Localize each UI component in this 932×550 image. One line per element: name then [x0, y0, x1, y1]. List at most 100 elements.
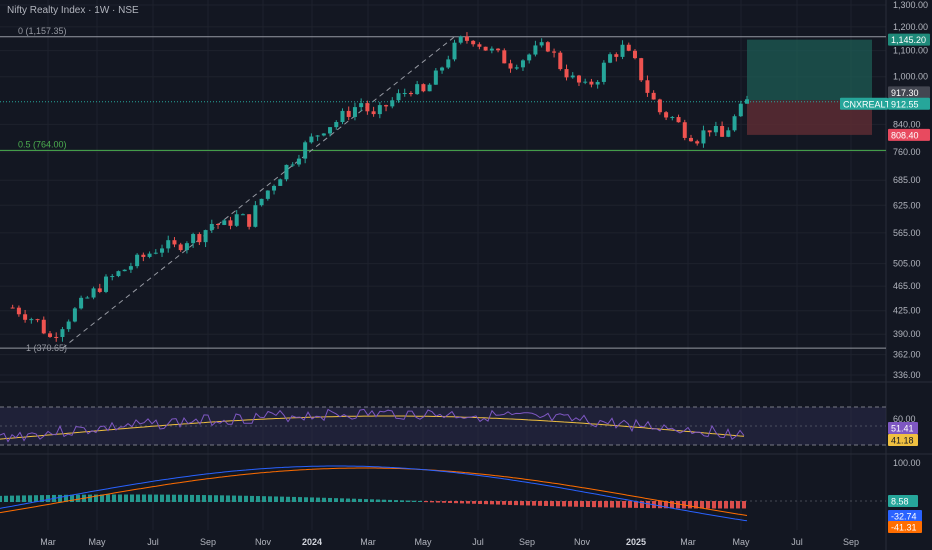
- candle-up: [79, 297, 84, 309]
- macd-pane[interactable]: 100.00: [0, 458, 921, 522]
- macd-histogram-bar: [316, 497, 320, 502]
- rsi-ma-badge-text: 41.18: [891, 436, 914, 446]
- macd-histogram-bar: [130, 494, 134, 502]
- macd-histogram-bar: [370, 499, 374, 502]
- price-axis[interactable]: 1,300.00 1,200.00 1,100.00 1,000.00 840.00 76…: [893, 0, 928, 380]
- symbol-title: Nifty Realty Index · 1W · NSE: [7, 5, 139, 16]
- macd-histogram-bar: [448, 501, 452, 503]
- candle-down: [496, 48, 501, 51]
- macd-histogram-bar: [22, 495, 26, 502]
- candle-down: [247, 214, 252, 227]
- candle-up: [191, 234, 196, 244]
- candle-up: [259, 198, 264, 206]
- price-tick-label: 685.00: [893, 175, 921, 185]
- macd-histogram-bar: [280, 496, 284, 502]
- macd-histogram-bar: [418, 500, 422, 502]
- macd-histogram-bar: [58, 494, 62, 502]
- macd-histogram-bar: [664, 501, 668, 509]
- candle-down: [228, 220, 233, 226]
- candle-down: [16, 307, 21, 315]
- macd-histogram-bar: [106, 494, 110, 502]
- candle-up: [160, 248, 165, 253]
- candle-up: [713, 126, 718, 133]
- macd-histogram-bar: [640, 501, 644, 508]
- macd-histogram-bar: [142, 494, 146, 502]
- macd-histogram-bar: [670, 501, 674, 509]
- stop-price-badge-text: 808.40: [891, 130, 919, 140]
- price-tick-label: 336.00: [893, 370, 921, 380]
- macd-histogram-bar: [70, 494, 74, 502]
- macd-histogram-bar: [592, 501, 596, 508]
- candle-down: [346, 110, 351, 117]
- price-tick-label: 1,100.00: [893, 46, 928, 56]
- macd-histogram-bar: [646, 501, 650, 509]
- macd-histogram-bar: [334, 498, 338, 502]
- stop-price-badge: 808.40: [888, 128, 930, 141]
- macd-histogram-bar: [346, 498, 350, 502]
- candle-down: [657, 99, 662, 113]
- fib-trend-line[interactable]: [62, 36, 455, 349]
- macd-histogram-badge-bg: [888, 495, 918, 507]
- candle-down: [421, 84, 426, 92]
- time-axis-label: Jul: [147, 537, 159, 547]
- time-axis-label: May: [732, 537, 750, 547]
- macd-histogram-bar: [154, 494, 158, 502]
- candle-up: [153, 252, 158, 254]
- macd-line: [0, 465, 748, 522]
- macd-histogram-bar: [676, 501, 680, 509]
- candle-up: [29, 319, 34, 321]
- candle-up: [85, 297, 90, 299]
- candles: [10, 32, 749, 342]
- candle-down: [632, 50, 637, 59]
- macd-value-badge-text: -32.74: [891, 512, 917, 522]
- macd-histogram-bar: [262, 496, 266, 502]
- rsi-line: [0, 408, 745, 443]
- candle-up: [601, 62, 606, 82]
- macd-histogram-bar: [406, 500, 410, 502]
- candle-down: [707, 130, 712, 133]
- time-axis-label: May: [414, 537, 432, 547]
- macd-histogram-bar: [610, 501, 614, 508]
- macd-histogram-bar: [628, 501, 632, 508]
- candle-up: [377, 105, 382, 115]
- macd-histogram-bar: [622, 501, 626, 508]
- time-axis-label: 2025: [626, 537, 646, 547]
- candle-up: [116, 271, 121, 277]
- candle-up: [440, 67, 445, 71]
- candle-up: [415, 84, 420, 95]
- candle-up: [514, 67, 519, 69]
- price-tick-label: 565.00: [893, 228, 921, 238]
- time-axis[interactable]: Mar May Jul Sep Nov 2024 Mar May Jul Sep Nov 2025 Ma…: [40, 537, 859, 547]
- candle-up: [122, 269, 127, 272]
- candle-up: [446, 59, 451, 68]
- macd-histogram-bar: [202, 495, 206, 502]
- macd-histogram-bar: [460, 501, 464, 504]
- symbol-badge-text: CNXREALTY: [843, 99, 896, 109]
- price-tick-label: 1,200.00: [893, 22, 928, 32]
- macd-histogram-bar: [688, 501, 692, 509]
- rsi-pane[interactable]: 60.00: [0, 406, 916, 446]
- macd-histogram-bar: [394, 500, 398, 502]
- time-axis-label: Jul: [472, 537, 484, 547]
- macd-histogram-bar: [10, 495, 14, 502]
- macd-histogram-bar: [496, 501, 500, 505]
- macd-histogram-bar: [64, 494, 68, 502]
- macd-histogram-bar: [190, 494, 194, 502]
- macd-histogram-bar: [340, 498, 344, 502]
- macd-histogram-bar: [100, 494, 104, 502]
- candle-up: [309, 136, 314, 143]
- candle-down: [384, 105, 389, 107]
- candle-down: [564, 69, 569, 78]
- target-zone[interactable]: [747, 39, 872, 101]
- candle-up: [135, 254, 140, 267]
- candle-down: [676, 117, 681, 123]
- time-axis-label: Mar: [680, 537, 696, 547]
- candle-up: [620, 44, 625, 57]
- time-axis-label: Nov: [255, 537, 272, 547]
- macd-histogram-bar: [328, 497, 332, 502]
- fibonacci-retracement[interactable]: 0 (1,157.35) 0.5 (764.00) 1 (370.65): [0, 26, 886, 353]
- candle-up: [147, 253, 152, 257]
- time-axis-label: May: [88, 537, 106, 547]
- candle-up: [570, 75, 575, 78]
